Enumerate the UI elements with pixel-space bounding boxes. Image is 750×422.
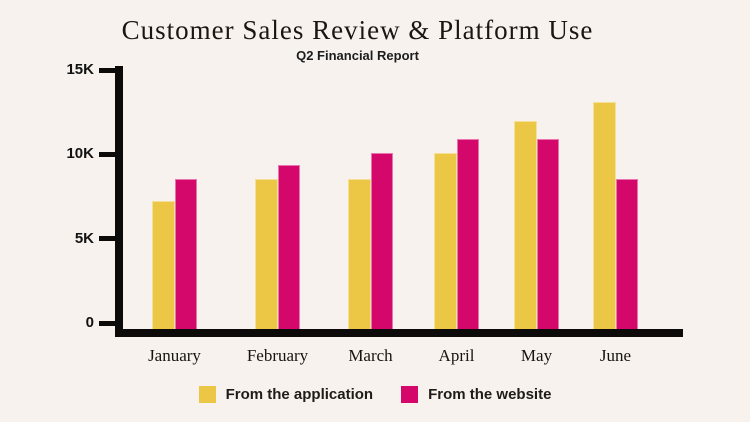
bar-april-application bbox=[434, 152, 457, 329]
legend-label: From the website bbox=[428, 386, 552, 403]
y-tick-label: 0 bbox=[85, 314, 94, 331]
legend-label: From the application bbox=[225, 386, 374, 403]
bar-february-application bbox=[255, 178, 278, 329]
x-axis-label-march: March bbox=[348, 346, 393, 365]
bar-april-website bbox=[456, 138, 479, 329]
x-axis-line bbox=[115, 329, 683, 337]
legend: From the application From the website bbox=[0, 386, 750, 403]
y-tick-label: 10K bbox=[66, 145, 94, 163]
bar-june-website bbox=[615, 178, 638, 329]
legend-swatch-icon bbox=[401, 386, 419, 403]
y-tick-mark bbox=[99, 67, 117, 73]
legend-item-application: From the application bbox=[198, 386, 374, 403]
chart-subtitle: Q2 Financial Report bbox=[296, 48, 419, 63]
y-tick-mark bbox=[99, 320, 117, 326]
x-axis-label-january: January bbox=[148, 346, 201, 365]
bar-may-website bbox=[536, 138, 559, 329]
bar-february-website bbox=[277, 164, 300, 329]
bar-may-application bbox=[514, 121, 537, 329]
x-axis-label-june: June bbox=[599, 346, 632, 365]
bar-january-application bbox=[152, 201, 175, 329]
y-axis-line bbox=[115, 66, 123, 337]
legend-swatch-icon bbox=[198, 386, 216, 403]
chart-title: Customer Sales Review & Platform Use bbox=[121, 15, 594, 45]
bar-january-website bbox=[174, 178, 197, 329]
x-axis-label-april: April bbox=[438, 346, 475, 365]
y-tick-label: 15K bbox=[66, 61, 94, 78]
y-tick-mark bbox=[99, 236, 117, 242]
title-block: Customer Sales Review & Platform Use Q2 … bbox=[40, 14, 675, 64]
bar-march-application bbox=[348, 178, 371, 329]
y-tick-mark bbox=[99, 151, 117, 157]
x-axis-label-may: May bbox=[520, 346, 553, 365]
y-tick-label: 5K bbox=[74, 229, 94, 247]
legend-item-website: From the website bbox=[401, 386, 551, 403]
x-axis-label-february: February bbox=[246, 346, 309, 365]
bar-june-application bbox=[593, 101, 616, 329]
bar-march-website bbox=[370, 152, 393, 329]
